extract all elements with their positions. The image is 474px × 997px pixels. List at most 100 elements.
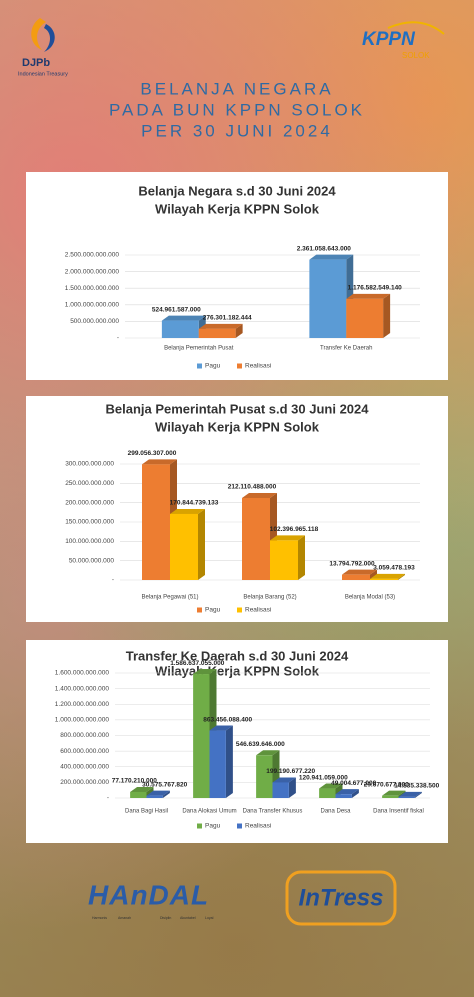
x-tick-label: Dana Insentif fiskal — [373, 809, 424, 815]
y-tick-label: 100.000.000.000 — [65, 538, 114, 545]
y-tick-label: 500.000.000.000 — [70, 318, 119, 325]
chart: Transfer Ke Daerah s.d 30 Juni 2024Wilay… — [26, 640, 448, 843]
legend-label: Pagu — [205, 607, 221, 614]
bar-side — [198, 508, 205, 580]
y-tick-label: 2.000.000.000.000 — [65, 268, 120, 275]
chart-panel — [26, 172, 448, 380]
bar-top — [319, 783, 343, 789]
value-label: 77.170.210.000 — [112, 778, 158, 785]
y-tick-label: 2.500.000.000.000 — [65, 252, 120, 259]
x-tick-label: Dana Bagi Hasil — [125, 809, 168, 815]
bar-top — [309, 254, 354, 260]
x-tick-label: Transfer Ke Daerah — [320, 346, 372, 352]
chart-title: Transfer Ke Daerah s.d 30 Juni 2024 — [126, 648, 349, 663]
y-tick-label: 300.000.000.000 — [65, 461, 114, 468]
y-tick-label: - — [107, 795, 109, 802]
bar-top — [370, 573, 405, 579]
y-tick-label: 1.200.000.000.000 — [55, 701, 110, 708]
bar-side — [225, 725, 233, 798]
value-label: 863.456.088.400 — [203, 716, 252, 723]
kppn-text: KPPN — [362, 29, 416, 50]
value-label: 14.835.338.500 — [394, 783, 440, 790]
handal-word: Loyal — [205, 916, 214, 920]
x-tick-label: Belanja Pegawai (51) — [141, 595, 198, 601]
bar — [346, 298, 384, 338]
bar-top — [142, 459, 177, 465]
bar-side — [298, 535, 305, 580]
chart-title: Belanja Negara s.d 30 Juni 2024 — [138, 183, 336, 198]
chart-title: Belanja Pemerintah Pusat s.d 30 Juni 202… — [105, 401, 369, 416]
handal-word: Harmonis — [92, 916, 107, 920]
y-tick-label: 200.000.000.000 — [60, 779, 109, 786]
bar — [270, 540, 298, 580]
y-tick-label: 1.000.000.000.000 — [55, 717, 110, 724]
y-tick-label: - — [117, 335, 119, 342]
y-tick-label: 1.400.000.000.000 — [55, 685, 110, 692]
legend-swatch — [237, 823, 242, 829]
handal-text: HAnDAL — [88, 879, 209, 910]
bar-side — [414, 791, 422, 798]
bar — [170, 513, 198, 580]
x-tick-label: Belanja Barang (52) — [243, 595, 296, 601]
bar — [146, 795, 163, 798]
y-tick-label: 600.000.000.000 — [60, 748, 109, 755]
value-label: 30.575.767.820 — [142, 781, 188, 788]
chart: Belanja Pemerintah Pusat s.d 30 Juni 202… — [26, 396, 448, 622]
title-line: PER 30 JUNI 2024 — [141, 121, 333, 140]
bar-side — [162, 790, 170, 798]
bar-top — [270, 535, 305, 541]
value-label: 13.794.792.000 — [329, 560, 375, 567]
chart: Belanja Negara s.d 30 Juni 2024 Wilayah K… — [26, 172, 448, 380]
bar — [309, 259, 347, 338]
bar-top — [346, 293, 391, 299]
bar-top — [193, 669, 217, 675]
handal-logo: HAnDAL Harmonis Amanah Disiplin Akuntabe… — [88, 879, 214, 920]
y-tick-label: - — [112, 577, 114, 584]
handal-word: Disiplin — [160, 916, 171, 920]
intress-text: InTress — [299, 884, 384, 911]
bar — [370, 578, 398, 580]
bar — [198, 328, 236, 338]
value-label: 102.396.965.118 — [270, 526, 319, 533]
value-label: 2.361.058.643.000 — [297, 245, 352, 252]
legend-label: Pagu — [205, 823, 221, 830]
kppn-sub: SOLOK — [402, 51, 430, 60]
value-label: 1.586.637.055.000 — [170, 660, 225, 667]
bar — [398, 796, 415, 798]
chart-panel — [26, 396, 448, 622]
legend-swatch — [197, 823, 202, 829]
logo-swirl — [44, 24, 55, 52]
intress-logo: InTress — [285, 870, 397, 926]
value-label: 29.670.677.000 — [364, 781, 410, 788]
bar — [335, 794, 352, 798]
bar-top — [272, 777, 296, 783]
djpb-sub: Indonesian Treasury — [18, 71, 68, 77]
bar — [272, 782, 289, 798]
value-label: 524.961.587.000 — [152, 306, 201, 313]
bar-top — [198, 323, 243, 329]
bar — [130, 791, 147, 798]
y-tick-label: 800.000.000.000 — [60, 732, 109, 739]
bar-top — [398, 791, 422, 797]
bar-top — [335, 789, 359, 795]
bar-top — [256, 750, 280, 756]
legend-label: Realisasi — [245, 607, 271, 614]
value-label: 49.004.677.000 — [331, 780, 377, 787]
x-tick-label: Belanja Modal (53) — [345, 595, 395, 601]
bar-top — [146, 790, 170, 796]
y-tick-label: 150.000.000.000 — [65, 519, 114, 526]
bar-top — [130, 786, 154, 792]
legend-swatch — [237, 607, 242, 613]
handal-word: Amanah — [118, 916, 131, 920]
value-label: 170.844.739.133 — [170, 500, 219, 507]
x-tick-label: Dana Desa — [320, 809, 351, 815]
value-label: 212.110.488.000 — [228, 484, 277, 491]
djpb-text: DJPb — [22, 57, 50, 69]
y-tick-label: 1.500.000.000.000 — [65, 285, 120, 292]
bar — [342, 574, 370, 580]
y-tick-label: 250.000.000.000 — [65, 480, 114, 487]
chart-subtitle: Wilayah Kerja KPPN Solok — [155, 419, 320, 434]
value-label: 546.639.646.000 — [236, 741, 285, 748]
logo-swirl — [31, 18, 46, 50]
bar — [161, 320, 199, 338]
